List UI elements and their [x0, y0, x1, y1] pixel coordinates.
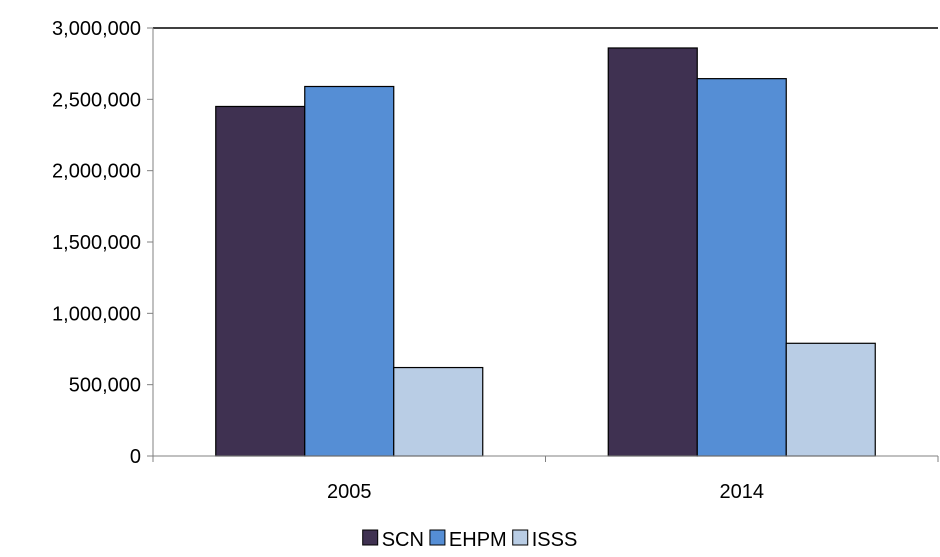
bar-ehpm-2005 — [304, 85, 395, 457]
legend: SCN EHPM ISSS — [362, 529, 578, 551]
y-tick-label: 2,500,000 — [52, 89, 141, 111]
bar-scn-2014 — [607, 47, 698, 457]
legend-label-scn: SCN — [382, 529, 424, 551]
bars-group — [215, 47, 876, 457]
legend-label-isss: ISSS — [532, 529, 578, 551]
bar-isss-2005 — [393, 366, 484, 457]
x-category-label: 2014 — [720, 481, 765, 503]
x-axis-categories: 2005 2014 — [152, 456, 939, 503]
y-tick-label: 500,000 — [69, 375, 141, 397]
y-tick-label: 0 — [130, 446, 141, 468]
y-axis-ticks: 0 500,000 1,000,000 1,500,000 2,000,000 2,500… — [52, 18, 153, 468]
y-tick-label: 3,000,000 — [52, 18, 141, 40]
bar-isss-2014 — [785, 342, 876, 457]
legend-swatch-ehpm — [429, 529, 446, 546]
bar-ehpm-2014 — [696, 78, 787, 457]
x-category-label: 2005 — [327, 481, 372, 503]
legend-swatch-isss — [512, 529, 529, 546]
y-tick-label: 2,000,000 — [52, 161, 141, 183]
legend-label-ehpm: EHPM — [449, 529, 507, 551]
y-tick-label: 1,500,000 — [52, 232, 141, 254]
bar-scn-2005 — [215, 105, 306, 457]
legend-swatch-scn — [362, 529, 379, 546]
y-tick-label: 1,000,000 — [52, 303, 141, 325]
